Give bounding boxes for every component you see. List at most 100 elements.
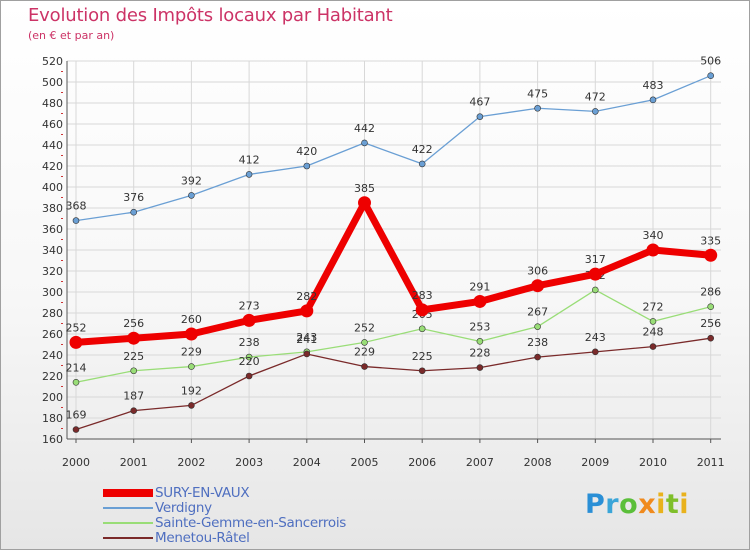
x-tick-label: 2011 — [697, 456, 725, 469]
data-label-sainte-gemme-en-sancerrois: 225 — [123, 350, 144, 363]
data-point-sury-en-vaux — [415, 303, 429, 317]
data-label-verdigny: 412 — [239, 153, 260, 166]
data-point-menetou-ratel — [188, 402, 195, 409]
data-point-sainte-gemme-en-sancerrois — [72, 378, 80, 386]
series-line-menetou-ratel — [75, 337, 712, 431]
data-label-sury-en-vaux: 340 — [643, 229, 664, 242]
y-tick-label: 180 — [42, 412, 63, 425]
data-label-sainte-gemme-en-sancerrois: 272 — [643, 300, 664, 313]
data-label-verdigny: 483 — [643, 79, 664, 92]
y-tick-label: 380 — [42, 202, 63, 215]
data-point-sury-en-vaux — [531, 279, 545, 293]
legend-swatch — [103, 489, 153, 497]
data-label-sainte-gemme-en-sancerrois: 252 — [354, 321, 375, 334]
y-tick-label: 420 — [42, 160, 63, 173]
data-point-sury-en-vaux — [69, 335, 83, 349]
y-tick-label: 320 — [42, 265, 63, 278]
data-point-sainte-gemme-en-sancerrois — [476, 338, 484, 345]
data-point-sainte-gemme-en-sancerrois — [534, 323, 541, 330]
data-label-sainte-gemme-en-sancerrois: 253 — [469, 320, 490, 333]
y-tick-label: 360 — [42, 223, 63, 236]
y-tick-label: 280 — [42, 307, 63, 320]
data-label-sury-en-vaux: 306 — [527, 265, 548, 278]
data-label-verdigny: 472 — [585, 90, 606, 103]
data-label-menetou-ratel: 225 — [412, 350, 433, 363]
data-point-sury-en-vaux — [358, 196, 371, 210]
y-tick-label: 200 — [42, 391, 63, 404]
data-label-menetou-ratel: 243 — [585, 331, 606, 344]
data-point-verdigny — [591, 108, 599, 115]
data-label-verdigny: 422 — [412, 143, 433, 156]
chart-title: Evolution des Impôts locaux par Habitant — [28, 5, 393, 26]
data-point-sury-en-vaux — [646, 243, 660, 257]
data-label-sury-en-vaux: 291 — [469, 280, 490, 293]
chart-subtitle: (en € et par an) — [28, 29, 115, 42]
data-point-sury-en-vaux — [588, 267, 602, 281]
y-tick-label: 440 — [42, 139, 63, 152]
data-point-menetou-ratel — [72, 426, 80, 433]
data-label-sainte-gemme-en-sancerrois: 214 — [66, 361, 87, 374]
data-point-sainte-gemme-en-sancerrois — [649, 318, 657, 325]
data-point-sainte-gemme-en-sancerrois — [707, 303, 715, 311]
series-line-sury-en-vaux — [72, 199, 715, 346]
x-tick-label: 2004 — [293, 456, 321, 469]
y-tick-label: 400 — [42, 181, 63, 194]
data-point-verdigny — [130, 208, 137, 216]
data-label-sury-en-vaux: 335 — [700, 234, 721, 247]
data-point-sury-en-vaux — [127, 331, 141, 345]
y-tick-label: 500 — [42, 76, 63, 89]
data-point-verdigny — [72, 217, 80, 224]
data-label-menetou-ratel: 229 — [354, 346, 375, 359]
legend-label: Verdigny — [155, 500, 212, 516]
data-label-verdigny: 467 — [469, 96, 490, 109]
x-tick-label: 2003 — [235, 456, 263, 469]
data-point-sainte-gemme-en-sancerrois — [245, 353, 253, 361]
data-point-sainte-gemme-en-sancerrois — [591, 286, 599, 294]
data-label-verdigny: 368 — [66, 200, 87, 213]
data-label-verdigny: 442 — [354, 122, 375, 135]
data-point-menetou-ratel — [245, 372, 253, 380]
data-point-menetou-ratel — [418, 367, 426, 375]
data-label-menetou-ratel: 248 — [643, 326, 664, 339]
legend-label: SURY-EN-VAUX — [155, 485, 250, 501]
data-point-sury-en-vaux — [473, 294, 487, 308]
data-label-sury-en-vaux: 282 — [296, 290, 317, 303]
series-line-verdigny — [75, 75, 712, 222]
data-point-sury-en-vaux — [300, 304, 314, 318]
data-label-sury-en-vaux: 256 — [123, 317, 144, 330]
data-label-verdigny: 392 — [181, 174, 202, 187]
data-label-sury-en-vaux: 273 — [239, 299, 260, 312]
data-point-verdigny — [649, 96, 657, 104]
data-point-verdigny — [418, 160, 426, 168]
data-label-menetou-ratel: 220 — [239, 355, 260, 368]
data-label-menetou-ratel: 187 — [123, 390, 144, 403]
data-point-menetou-ratel — [130, 407, 137, 414]
data-label-verdigny: 376 — [123, 191, 144, 204]
y-tick-label: 340 — [42, 244, 63, 257]
data-point-sury-en-vaux — [242, 313, 256, 327]
data-point-verdigny — [707, 72, 715, 79]
data-point-verdigny — [361, 139, 368, 147]
y-tick-label: 460 — [42, 118, 63, 131]
data-label-sury-en-vaux: 260 — [181, 313, 202, 326]
data-point-menetou-ratel — [476, 364, 484, 371]
data-label-menetou-ratel: 192 — [181, 384, 202, 397]
data-label-verdigny: 475 — [527, 87, 548, 100]
data-point-sury-en-vaux — [704, 248, 718, 262]
legend-label: Sainte-Gemme-en-Sancerrois — [155, 515, 347, 531]
data-point-menetou-ratel — [707, 334, 715, 342]
data-point-verdigny — [303, 162, 311, 170]
data-label-sainte-gemme-en-sancerrois: 229 — [181, 346, 202, 359]
data-point-menetou-ratel — [361, 363, 368, 370]
data-point-menetou-ratel — [534, 353, 541, 361]
x-tick-label: 2001 — [120, 456, 148, 469]
data-point-sainte-gemme-en-sancerrois — [130, 367, 137, 375]
y-tick-label: 160 — [42, 433, 63, 446]
y-tick-label: 480 — [42, 97, 63, 110]
data-label-sainte-gemme-en-sancerrois: 238 — [239, 336, 260, 349]
data-point-menetou-ratel — [649, 343, 657, 350]
x-tick-label: 2005 — [351, 456, 379, 469]
y-tick-label: 220 — [42, 370, 63, 383]
legend-label: Menetou-Râtel — [155, 530, 250, 546]
